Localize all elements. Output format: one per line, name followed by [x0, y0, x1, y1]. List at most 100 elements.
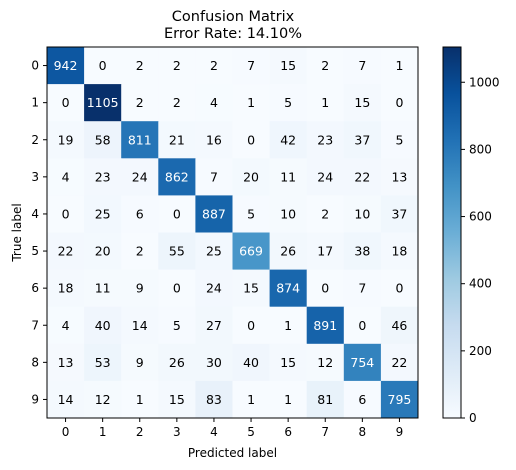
heatmap-cell: [306, 306, 345, 345]
heatmap-cell: [47, 158, 85, 196]
heatmap-cell: [232, 121, 270, 159]
cell-value-label: 13: [391, 169, 407, 184]
cell-value-label: 2: [321, 206, 329, 221]
cell-value-label: 1: [395, 58, 403, 73]
heatmap-cell: [84, 380, 122, 419]
cell-value-label: 942: [54, 58, 78, 73]
cell-value-label: 15: [354, 95, 370, 110]
colorbar-tick-label: 0: [469, 411, 477, 425]
heatmap-cell: [343, 343, 382, 382]
x-axis-label: Predicted label: [188, 446, 277, 460]
cell-value-label: 46: [391, 318, 407, 333]
heatmap-cell: [158, 343, 196, 382]
cell-value-label: 0: [173, 206, 181, 221]
heatmap-cell: [306, 121, 345, 159]
cell-value-label: 25: [95, 206, 111, 221]
heatmap-cell: [84, 195, 122, 233]
colorbar-tick-label: 600: [469, 210, 492, 224]
cell-value-label: 23: [317, 132, 333, 147]
heatmap-cell: [343, 121, 382, 159]
cell-value-label: 795: [388, 392, 412, 407]
heatmap-cell: [84, 232, 122, 270]
cell-value-label: 26: [280, 244, 296, 259]
cell-value-label: 2: [210, 58, 218, 73]
cell-value-label: 12: [95, 392, 111, 407]
cell-value-label: 42: [280, 132, 296, 147]
heatmap-cell: [306, 232, 345, 270]
y-axis-ticks: 0 1 2 3 4 5 6 7 8 9: [31, 59, 47, 406]
cell-value-label: 83: [206, 392, 222, 407]
cell-value-label: 1105: [87, 95, 119, 110]
heatmap-cell: [232, 380, 270, 419]
cell-value-label: 24: [206, 281, 222, 296]
heatmap-cell: [269, 269, 308, 308]
heatmap-cell: [47, 84, 85, 122]
cell-value-label: 27: [206, 318, 222, 333]
cell-value-label: 23: [95, 169, 111, 184]
plot-frame: [46, 46, 419, 419]
cell-value-label: 26: [169, 355, 185, 370]
chart-subtitle: Error Rate: 14.10%: [164, 26, 302, 42]
heatmap-cell: [380, 269, 419, 308]
cell-value-label: 13: [58, 355, 74, 370]
cell-value-label: 1: [284, 318, 292, 333]
heatmap-cell: [195, 195, 233, 233]
cell-value-label: 1: [247, 95, 255, 110]
cell-value-label: 81: [317, 392, 333, 407]
cell-value-label: 24: [132, 169, 148, 184]
cell-value-label: 19: [58, 132, 74, 147]
cell-value-label: 22: [391, 355, 407, 370]
y-tick-label: 9: [31, 392, 39, 406]
cell-value-label: 6: [358, 392, 366, 407]
heatmap-cell: [195, 84, 233, 122]
cell-value-label: 40: [95, 318, 111, 333]
cell-value-label: 6: [136, 206, 144, 221]
cell-value-label: 874: [276, 281, 300, 296]
colorbar-ticks: 0 200 400 600 800 1000: [461, 75, 500, 425]
cell-value-label: 0: [99, 58, 107, 73]
cell-value-label: 10: [354, 206, 370, 221]
heatmap-cell: [232, 84, 270, 122]
x-tick-label: 8: [359, 425, 367, 439]
cell-value-label: 5: [395, 132, 403, 147]
heatmap-cell: [306, 380, 345, 419]
cell-value-label: 0: [321, 281, 329, 296]
heatmap-cell: [84, 343, 122, 382]
cell-value-label: 20: [95, 244, 111, 259]
heatmap-cell: [380, 158, 419, 196]
colorbar: [442, 46, 462, 419]
cell-value-label: 22: [354, 169, 370, 184]
cell-value-label: 17: [317, 244, 333, 259]
heatmap-cell: [195, 380, 233, 419]
heatmap-cell: [158, 232, 196, 270]
heatmap-cell: [269, 195, 308, 233]
heatmap-cell: [269, 47, 308, 85]
chart-title: Confusion Matrix: [172, 9, 295, 25]
heatmap-cell: [195, 121, 233, 159]
heatmap-cell: [269, 158, 308, 196]
heatmap-cell: [158, 380, 196, 419]
heatmap-cell: [47, 380, 85, 419]
cell-value-label: 22: [58, 244, 74, 259]
cell-value-label: 669: [239, 244, 263, 259]
cell-value-label: 12: [317, 355, 333, 370]
heatmap-cell: [84, 121, 122, 159]
y-tick-label: 4: [31, 207, 39, 221]
y-tick-label: 3: [31, 170, 39, 184]
cell-value-label: 887: [202, 206, 226, 221]
heatmap-cell: [269, 343, 308, 382]
cell-value-label: 1: [136, 392, 144, 407]
heatmap-cell: [343, 158, 382, 196]
cell-value-label: 20: [243, 169, 259, 184]
heatmap-cell: [343, 84, 382, 122]
cell-value-label: 0: [173, 281, 181, 296]
heatmap-cell: [84, 158, 122, 196]
heatmap-cell: [195, 269, 233, 308]
heatmap-cell: [195, 343, 233, 382]
heatmap-cell: [121, 306, 159, 345]
heatmap-cell: [47, 47, 85, 85]
heatmap-cell: [84, 47, 122, 85]
x-tick-label: 4: [210, 425, 218, 439]
cell-value-label: 18: [391, 244, 407, 259]
heatmap-cell: [195, 47, 233, 85]
